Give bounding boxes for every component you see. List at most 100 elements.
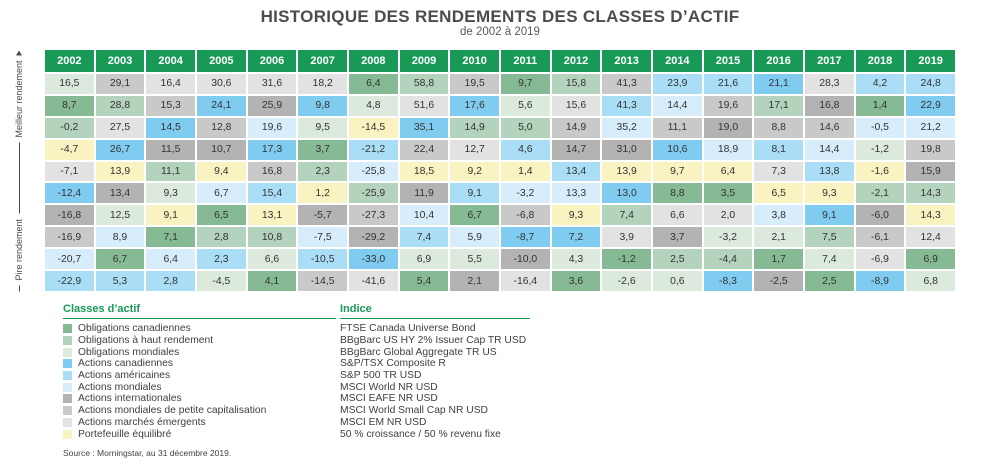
year-header: 2004 xyxy=(146,50,195,72)
year-header: 2006 xyxy=(247,50,297,72)
legend-color-swatch-icon xyxy=(63,324,72,334)
return-cell: 6,7 xyxy=(95,249,145,270)
year-header: 2009 xyxy=(399,50,449,72)
return-cell: 3,5 xyxy=(703,183,753,204)
return-cell: -14,5 xyxy=(349,117,398,138)
return-cell: 2,0 xyxy=(703,205,753,226)
return-cell: 6,7 xyxy=(450,205,499,226)
return-cell: 19,0 xyxy=(703,117,753,138)
legend-color-swatch-icon xyxy=(63,429,72,439)
year-header: 2011 xyxy=(501,50,550,72)
legend-item: Portefeuille équilibré xyxy=(63,428,336,440)
legend-item: Actions canadiennes xyxy=(63,358,336,370)
legend-class-label: Actions américaines xyxy=(78,370,171,382)
axis-line xyxy=(18,142,20,214)
return-cell: 13,9 xyxy=(95,161,145,182)
worse-label: Pire rendement xyxy=(14,218,24,280)
return-cell: -22,9 xyxy=(45,271,94,291)
return-cell: 10,4 xyxy=(399,205,449,226)
return-cell: 7,1 xyxy=(146,227,195,248)
return-cell: -8,3 xyxy=(703,271,753,291)
return-cell: 11,5 xyxy=(146,139,195,160)
return-cell: 2,1 xyxy=(754,227,803,248)
return-cell: 15,4 xyxy=(247,183,297,204)
return-cell: -14,5 xyxy=(298,271,347,291)
return-cell: 21,2 xyxy=(906,117,955,138)
return-cell: 17,1 xyxy=(754,95,803,116)
return-cell: 2,3 xyxy=(298,161,347,182)
return-cell: 9,3 xyxy=(551,205,601,226)
legend-indice-header: Indice xyxy=(340,303,530,319)
return-cell: 9,1 xyxy=(450,183,499,204)
year-header: 2008 xyxy=(349,50,398,72)
return-cell: 13,4 xyxy=(551,161,601,182)
return-cell: 6,6 xyxy=(247,249,297,270)
year-header: 2007 xyxy=(298,50,347,72)
return-cell: 3,7 xyxy=(298,139,347,160)
legend-item: Actions américaines xyxy=(63,370,336,382)
return-cell: 14,3 xyxy=(906,183,955,204)
legend: Classes d’actif Indice Obligations canad… xyxy=(63,303,530,440)
return-cell: 35,2 xyxy=(602,117,651,138)
legend-class-label: Obligations mondiales xyxy=(78,346,180,358)
y-axis-label: Pire rendement Meilleur rendement xyxy=(4,50,34,291)
return-cell: -7,5 xyxy=(298,227,347,248)
legend-class-label: Obligations canadiennes xyxy=(78,323,191,335)
return-cell: 12,5 xyxy=(95,205,145,226)
return-cell: 1,2 xyxy=(298,183,347,204)
return-cell: 12,4 xyxy=(906,227,955,248)
legend-item: Actions internationales xyxy=(63,393,336,405)
return-cell: 26,7 xyxy=(95,139,145,160)
legend-class-label: Actions internationales xyxy=(78,393,182,405)
return-cell: -29,2 xyxy=(349,227,398,248)
return-cell: -27,3 xyxy=(349,205,398,226)
legend-class-label: Actions mondiales xyxy=(78,381,162,393)
better-label: Meilleur rendement xyxy=(14,60,24,138)
return-cell: 15,3 xyxy=(146,95,195,116)
return-cell: 2,5 xyxy=(805,271,854,291)
return-cell: 1,7 xyxy=(754,249,803,270)
return-cell: 5,6 xyxy=(501,95,550,116)
return-cell: 35,1 xyxy=(399,117,449,138)
arrow-up-icon xyxy=(16,50,22,55)
return-cell: 24,1 xyxy=(197,95,246,116)
return-cell: 22,9 xyxy=(906,95,955,116)
return-cell: -10,0 xyxy=(501,249,550,270)
return-cell: -4,7 xyxy=(45,139,94,160)
return-cell: 13,8 xyxy=(805,161,854,182)
return-cell: 31,6 xyxy=(247,74,297,94)
return-cell: 18,5 xyxy=(399,161,449,182)
return-cell: 16,4 xyxy=(146,74,195,94)
return-cell: 3,9 xyxy=(602,227,651,248)
return-cell: -6,0 xyxy=(855,205,905,226)
legend-item: Obligations canadiennes xyxy=(63,323,336,335)
return-cell: -20,7 xyxy=(45,249,94,270)
return-cell: 21,1 xyxy=(754,74,803,94)
return-cell: -21,2 xyxy=(349,139,398,160)
return-cell: 12,8 xyxy=(197,117,246,138)
return-cell: 6,5 xyxy=(197,205,246,226)
return-cell: 13,3 xyxy=(551,183,601,204)
return-cell: 2,5 xyxy=(653,249,702,270)
return-cell: 14,4 xyxy=(653,95,702,116)
return-cell: 4,3 xyxy=(551,249,601,270)
return-cell: 8,1 xyxy=(754,139,803,160)
return-cell: 2,8 xyxy=(146,271,195,291)
return-cell: 3,8 xyxy=(754,205,803,226)
return-cell: 15,9 xyxy=(906,161,955,182)
legend-indice-label: FTSE Canada Universe Bond xyxy=(340,323,476,335)
return-cell: 9,3 xyxy=(146,183,195,204)
return-cell: 1,4 xyxy=(855,95,905,116)
return-cell: 6,9 xyxy=(399,249,449,270)
legend-class-label: Actions mondiales de petite capitalisati… xyxy=(78,405,267,417)
return-cell: 8,8 xyxy=(653,183,702,204)
return-cell: 4,6 xyxy=(501,139,550,160)
page-subtitle: de 2002 à 2019 xyxy=(460,26,540,38)
return-cell: 8,9 xyxy=(95,227,145,248)
return-cell: 14,7 xyxy=(551,139,601,160)
year-header: 2018 xyxy=(855,50,905,72)
return-cell: 16,8 xyxy=(247,161,297,182)
return-cell: 15,8 xyxy=(551,74,601,94)
return-cell: 5,4 xyxy=(399,271,449,291)
return-cell: 8,8 xyxy=(754,117,803,138)
